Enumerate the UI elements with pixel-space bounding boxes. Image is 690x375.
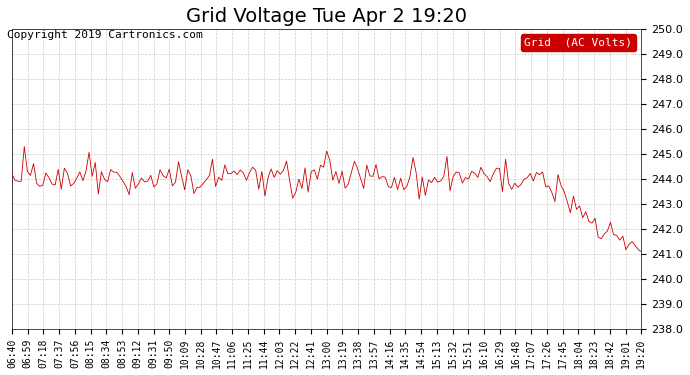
Legend: Grid  (AC Volts): Grid (AC Volts) xyxy=(521,34,635,51)
Title: Grid Voltage Tue Apr 2 19:20: Grid Voltage Tue Apr 2 19:20 xyxy=(186,7,467,26)
Text: Copyright 2019 Cartronics.com: Copyright 2019 Cartronics.com xyxy=(7,30,203,40)
